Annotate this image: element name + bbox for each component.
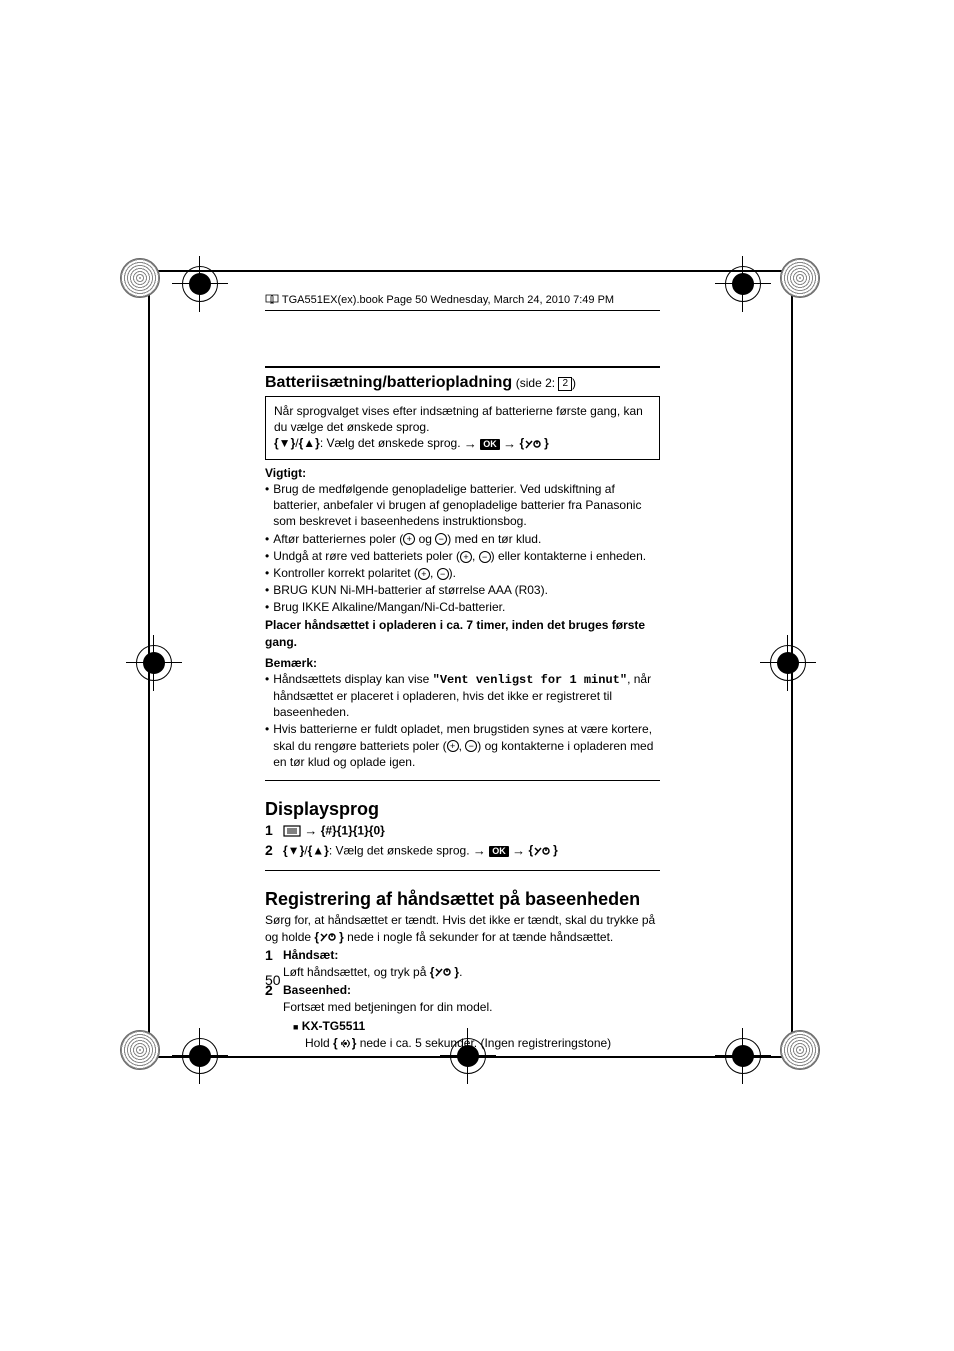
- model-block: ■ KX-TG5511 Hold {} nede i ca. 5 sekunde…: [293, 1018, 660, 1052]
- step-text: Løft håndsættet, og tryk på {}.: [283, 964, 660, 981]
- list-item: Kontroller korrekt polaritet (+, −).: [265, 565, 660, 581]
- section1-subtitle: (side 2: 2): [516, 376, 576, 390]
- registration-mark-icon: [172, 256, 228, 312]
- power-off-icon: [533, 846, 553, 857]
- list-item: Håndsættets display kan vise "Vent venli…: [265, 671, 660, 721]
- step-text: Fortsæt med betjeningen for din model.: [283, 999, 660, 1016]
- ok-icon: OK: [480, 439, 500, 450]
- power-off-icon: [524, 439, 544, 450]
- bullet-list: Brug de medfølgende genopladelige batter…: [265, 481, 660, 616]
- page-content: Batteriisætning/batteriopladning (side 2…: [265, 360, 660, 1052]
- plus-pole-icon: +: [403, 533, 415, 545]
- header-rule: [265, 310, 660, 311]
- crop-border: [148, 270, 791, 272]
- list-item: Hvis batterierne er fuldt opladet, men b…: [265, 721, 660, 770]
- list-item: Brug IKKE Alkaline/Mangan/Ni-Cd-batterie…: [265, 599, 660, 615]
- bullet-list-2: Håndsættets display kan vise "Vent venli…: [265, 671, 660, 770]
- registration-mark-icon: [126, 635, 182, 691]
- header-text: TGA551EX(ex).book Page 50 Wednesday, Mar…: [282, 294, 614, 306]
- numbered-step: 2 Baseenhed: Fortsæt med betjeningen for…: [265, 982, 660, 1051]
- registration-texture-icon: [120, 258, 160, 298]
- list-item: Undgå at røre ved batteriets poler (+, −…: [265, 548, 660, 564]
- callout-box: Når sprogvalget vises efter indsætning a…: [265, 396, 660, 460]
- minus-pole-icon: −: [479, 551, 491, 563]
- section1-title: Batteriisætning/batteriopladning: [265, 374, 512, 391]
- registration-texture-icon: [120, 1030, 160, 1070]
- numbered-step: 1 Håndsæt: Løft håndsættet, og tryk på {…: [265, 947, 660, 981]
- power-off-icon: [319, 932, 339, 943]
- section2-title: Displaysprog: [265, 799, 660, 820]
- minus-pole-icon: −: [437, 568, 449, 580]
- bemark-label: Bemærk:: [265, 656, 660, 670]
- registration-mark-icon: [715, 256, 771, 312]
- section-heading: Batteriisætning/batteriopladning (side 2…: [265, 374, 660, 392]
- page-number: 50: [265, 972, 281, 988]
- minus-pole-icon: −: [435, 533, 447, 545]
- book-icon: [265, 294, 279, 306]
- ok-icon: OK: [489, 846, 509, 857]
- registration-mark-icon: [760, 635, 816, 691]
- running-header: TGA551EX(ex).book Page 50 Wednesday, Mar…: [265, 294, 614, 306]
- page-ref-icon: 2: [558, 377, 572, 391]
- registration-mark-icon: [715, 1028, 771, 1084]
- numbered-step: 1 → {#}{1}{1}{0}: [265, 822, 660, 840]
- list-item: BRUG KUN Ni-MH-batterier af størrelse AA…: [265, 582, 660, 598]
- list-item: Brug de medfølgende genopladelige batter…: [265, 481, 660, 530]
- numbered-step: 2 {▼}/{▲}: Vælg det ønskede sprog. → OK …: [265, 842, 660, 860]
- section-rule: [265, 780, 660, 781]
- box-text: Når sprogvalget vises efter indsætning a…: [274, 403, 651, 435]
- square-bullet-icon: ■: [293, 1022, 298, 1032]
- registration-texture-icon: [780, 258, 820, 298]
- locator-icon: [338, 1038, 352, 1049]
- plus-pole-icon: +: [460, 551, 472, 563]
- box-text-2: {▼}/{▲}: Vælg det ønskede sprog. → OK → …: [274, 435, 651, 453]
- minus-pole-icon: −: [465, 740, 477, 752]
- placer-text: Placer håndsættet i opladeren i ca. 7 ti…: [265, 617, 660, 649]
- plus-pole-icon: +: [447, 740, 459, 752]
- registration-mark-icon: [172, 1028, 228, 1084]
- step-heading: Baseenhed:: [283, 982, 660, 999]
- section-rule: [265, 870, 660, 871]
- power-off-icon: [434, 967, 454, 978]
- section3-intro: Sørg for, at håndsættet er tændt. Hvis d…: [265, 912, 660, 944]
- display-message-mono: "Vent venligst for 1 minut": [433, 673, 627, 687]
- list-item: Aftør batteriernes poler (+ og −) med en…: [265, 531, 660, 547]
- registration-texture-icon: [780, 1030, 820, 1070]
- vigtigt-label: Vigtigt:: [265, 466, 660, 480]
- step-heading: Håndsæt:: [283, 947, 660, 964]
- plus-pole-icon: +: [418, 568, 430, 580]
- model-label: KX-TG5511: [302, 1019, 365, 1033]
- model-instruction: Hold {} nede i ca. 5 sekunder. (Ingen re…: [305, 1035, 660, 1052]
- menu-icon: [283, 825, 301, 837]
- section3-title: Registrering af håndsættet på baseenhede…: [265, 889, 660, 910]
- section-rule: [265, 366, 660, 368]
